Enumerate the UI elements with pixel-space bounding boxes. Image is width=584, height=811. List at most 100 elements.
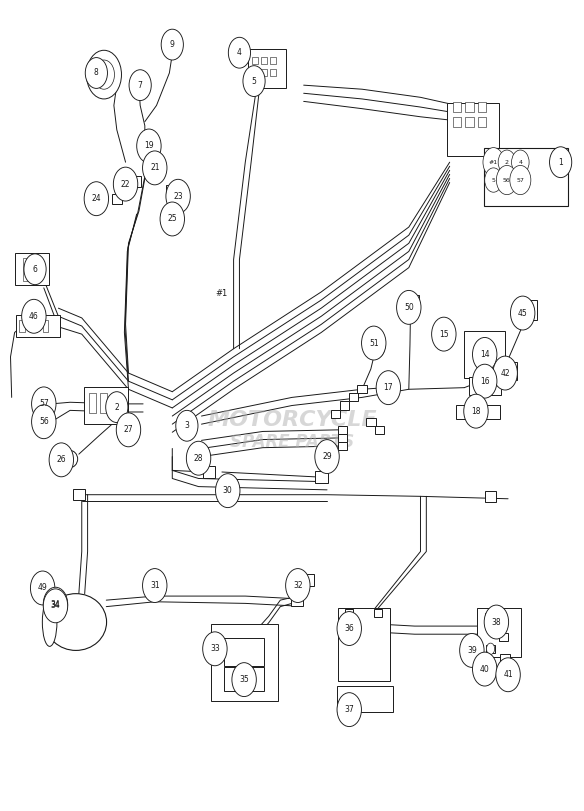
Bar (489, 362, 517, 380)
Circle shape (161, 29, 183, 60)
Circle shape (460, 633, 484, 667)
Bar (16, 315, 60, 337)
Text: 56: 56 (503, 178, 511, 182)
Text: 31: 31 (150, 581, 159, 590)
Text: 4: 4 (519, 160, 522, 165)
Text: 34: 34 (51, 601, 60, 611)
Bar (112, 194, 122, 204)
Bar (261, 69, 267, 75)
Text: 15: 15 (439, 329, 449, 339)
Bar (485, 491, 496, 502)
Bar (39, 401, 52, 410)
Bar (338, 608, 390, 681)
Text: 5: 5 (252, 76, 256, 86)
Bar (485, 613, 496, 623)
Text: 50: 50 (404, 303, 413, 312)
Bar (112, 393, 119, 414)
Bar (39, 418, 52, 428)
Bar (291, 594, 303, 606)
Text: 19: 19 (144, 141, 154, 151)
Circle shape (86, 50, 121, 99)
Text: 38: 38 (492, 617, 501, 627)
Bar (478, 117, 486, 127)
Circle shape (243, 66, 265, 97)
Bar (252, 57, 258, 64)
Bar (464, 331, 505, 378)
Circle shape (43, 589, 68, 623)
Bar (315, 471, 328, 483)
Bar (345, 609, 353, 617)
Circle shape (32, 387, 56, 421)
Bar (43, 320, 48, 333)
Circle shape (186, 441, 211, 475)
Circle shape (142, 569, 167, 603)
Bar (164, 209, 175, 219)
Bar (468, 377, 500, 395)
Circle shape (361, 326, 386, 360)
Bar (331, 410, 340, 418)
Bar (31, 320, 37, 333)
Bar (23, 258, 30, 281)
Bar (357, 385, 367, 393)
Text: 42: 42 (500, 368, 510, 378)
Bar (73, 489, 85, 500)
Text: 36: 36 (345, 624, 354, 633)
Bar (453, 102, 461, 112)
Bar (145, 157, 158, 168)
Bar (375, 426, 384, 434)
Circle shape (510, 296, 535, 330)
Circle shape (486, 643, 495, 654)
Ellipse shape (60, 450, 78, 468)
Text: 32: 32 (293, 581, 303, 590)
Circle shape (37, 584, 48, 600)
Bar (270, 57, 276, 64)
Circle shape (49, 443, 74, 477)
Text: 49: 49 (38, 583, 47, 593)
Circle shape (397, 290, 421, 324)
Circle shape (24, 254, 46, 285)
Text: 4: 4 (237, 48, 242, 58)
Bar (166, 185, 179, 196)
Bar (453, 117, 461, 127)
Text: 26: 26 (57, 455, 66, 465)
Text: #1: #1 (489, 160, 498, 165)
Text: 7: 7 (138, 80, 142, 90)
Bar (338, 426, 347, 434)
Bar (224, 667, 264, 691)
Bar (34, 258, 41, 281)
Circle shape (106, 392, 128, 423)
Text: 24: 24 (92, 194, 101, 204)
Circle shape (286, 569, 310, 603)
Circle shape (472, 652, 497, 686)
Text: 33: 33 (210, 644, 220, 654)
Bar (15, 253, 49, 285)
Circle shape (496, 658, 520, 692)
Text: 56: 56 (39, 417, 48, 427)
Circle shape (315, 440, 339, 474)
Circle shape (496, 165, 517, 195)
Circle shape (137, 129, 161, 163)
Circle shape (550, 147, 572, 178)
Bar (340, 401, 349, 410)
Bar (303, 574, 314, 586)
Bar (374, 609, 382, 617)
Circle shape (166, 179, 190, 213)
Text: MOTORCYCLE: MOTORCYCLE (207, 410, 377, 430)
Circle shape (512, 150, 529, 174)
Circle shape (228, 37, 251, 68)
Text: 57: 57 (39, 399, 48, 409)
Bar (248, 49, 286, 88)
Circle shape (113, 167, 138, 201)
Circle shape (160, 202, 185, 236)
Text: 27: 27 (124, 425, 133, 435)
Circle shape (93, 60, 114, 89)
Bar (210, 624, 278, 701)
Circle shape (129, 70, 151, 101)
Text: SPARE PARTS: SPARE PARTS (230, 433, 354, 451)
Circle shape (176, 410, 198, 441)
Circle shape (30, 571, 55, 605)
FancyBboxPatch shape (484, 148, 568, 206)
Bar (224, 637, 264, 667)
Circle shape (493, 356, 517, 390)
Circle shape (369, 335, 385, 358)
